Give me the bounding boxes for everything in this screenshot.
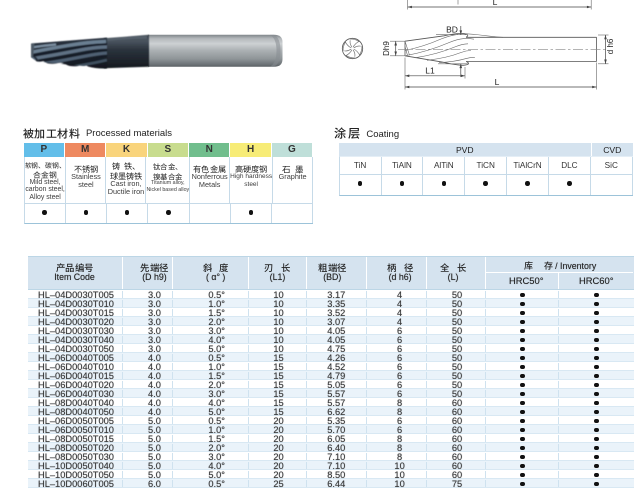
- svg-text:L1: L1: [425, 66, 435, 76]
- svg-text:BD: BD: [446, 25, 458, 35]
- svg-text:L: L: [493, 0, 498, 7]
- svg-text:L: L: [495, 77, 500, 87]
- svg-text:d h6: d h6: [606, 38, 615, 54]
- svg-text:Dh9: Dh9: [382, 41, 391, 56]
